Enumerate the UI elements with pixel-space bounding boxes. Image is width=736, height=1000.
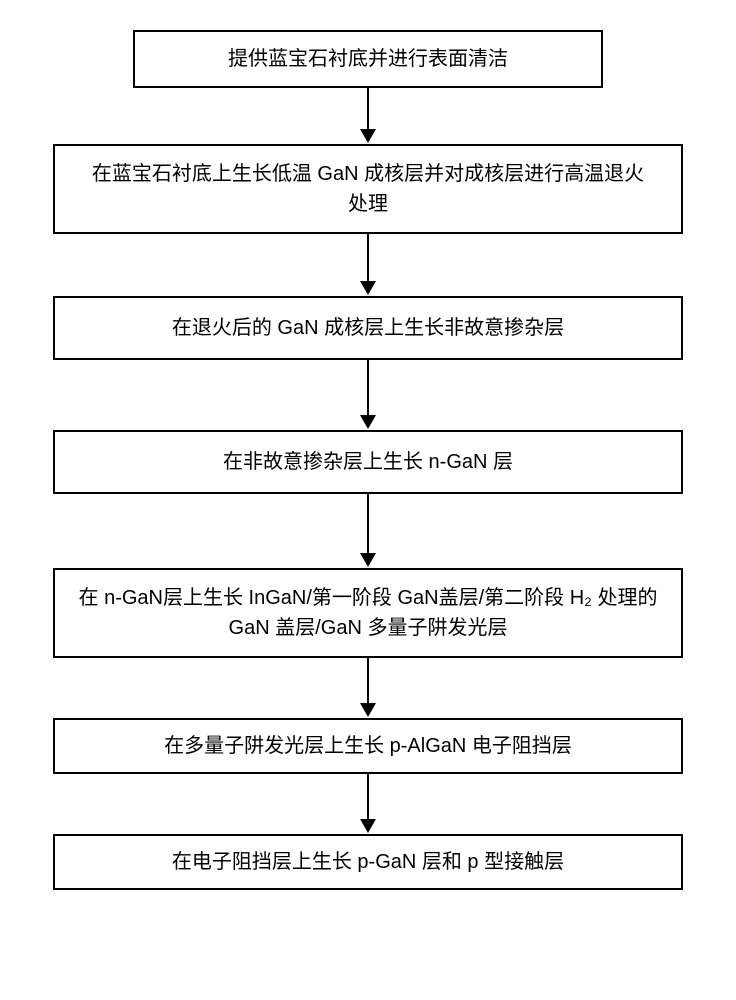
arrow-line-3 bbox=[367, 360, 369, 416]
arrow-3 bbox=[360, 360, 376, 430]
arrow-head-icon bbox=[360, 415, 376, 429]
step-box-1: 提供蓝宝石衬底并进行表面清洁 bbox=[133, 30, 603, 88]
step-text-2: 在蓝宝石衬底上生长低温 GaN 成核层并对成核层进行高温退火处理 bbox=[85, 159, 651, 219]
arrow-line-2 bbox=[367, 234, 369, 282]
arrow-6 bbox=[360, 774, 376, 834]
arrow-head-icon bbox=[360, 281, 376, 295]
arrow-line-4 bbox=[367, 494, 369, 554]
arrow-head-icon bbox=[360, 129, 376, 143]
arrow-line-6 bbox=[367, 774, 369, 820]
step-text-3: 在退火后的 GaN 成核层上生长非故意掺杂层 bbox=[172, 313, 564, 343]
arrow-head-icon bbox=[360, 703, 376, 717]
step-text-7: 在电子阻挡层上生长 p-GaN 层和 p 型接触层 bbox=[172, 847, 564, 877]
step-box-3: 在退火后的 GaN 成核层上生长非故意掺杂层 bbox=[53, 296, 683, 360]
arrow-head-icon bbox=[360, 819, 376, 833]
step-box-5: 在 n-GaN层上生长 InGaN/第一阶段 GaN盖层/第二阶段 H₂ 处理的… bbox=[53, 568, 683, 658]
step-text-6: 在多量子阱发光层上生长 p-AlGaN 电子阻挡层 bbox=[164, 731, 572, 761]
arrow-line-1 bbox=[367, 88, 369, 130]
arrow-1 bbox=[360, 88, 376, 144]
arrow-head-icon bbox=[360, 553, 376, 567]
step-box-7: 在电子阻挡层上生长 p-GaN 层和 p 型接触层 bbox=[53, 834, 683, 890]
arrow-5 bbox=[360, 658, 376, 718]
arrow-4 bbox=[360, 494, 376, 568]
step-text-5: 在 n-GaN层上生长 InGaN/第一阶段 GaN盖层/第二阶段 H₂ 处理的… bbox=[75, 583, 661, 643]
step-box-4: 在非故意掺杂层上生长 n-GaN 层 bbox=[53, 430, 683, 494]
step-box-2: 在蓝宝石衬底上生长低温 GaN 成核层并对成核层进行高温退火处理 bbox=[53, 144, 683, 234]
step-text-4: 在非故意掺杂层上生长 n-GaN 层 bbox=[223, 447, 513, 477]
flowchart-container: 提供蓝宝石衬底并进行表面清洁 在蓝宝石衬底上生长低温 GaN 成核层并对成核层进… bbox=[50, 30, 686, 890]
step-box-6: 在多量子阱发光层上生长 p-AlGaN 电子阻挡层 bbox=[53, 718, 683, 774]
arrow-line-5 bbox=[367, 658, 369, 704]
arrow-2 bbox=[360, 234, 376, 296]
step-text-1: 提供蓝宝石衬底并进行表面清洁 bbox=[228, 44, 508, 74]
